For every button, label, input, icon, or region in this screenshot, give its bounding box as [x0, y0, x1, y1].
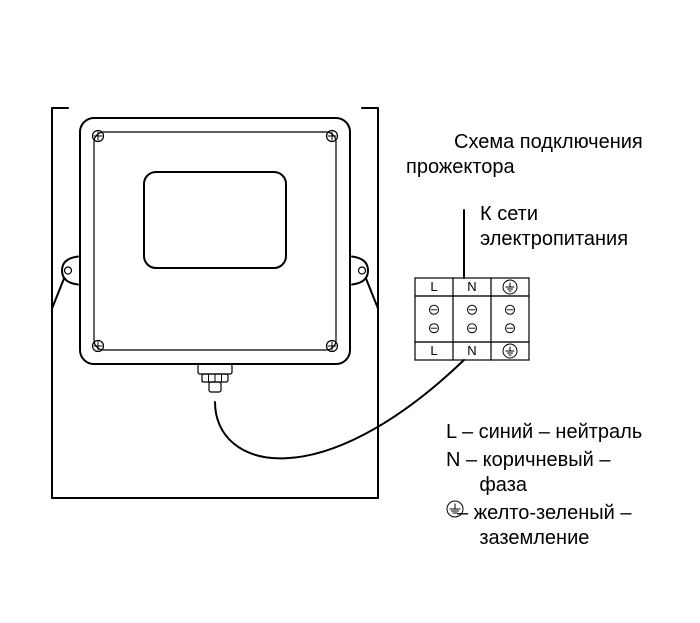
mains-line2: электропитания [480, 227, 628, 252]
diagram-canvas: L N L N Схема подключения прожектора К сети… [0, 0, 700, 623]
legend-G-2: заземление [446, 526, 589, 551]
svg-text:N: N [467, 343, 476, 358]
title-line1: Схема подключения [454, 130, 643, 155]
mains-line1: К сети [480, 202, 538, 227]
legend-G-1: – желто-зеленый – [446, 501, 632, 526]
legend-N-2: фаза [446, 473, 527, 498]
wiring-svg: L N L N [0, 0, 700, 623]
legend-N-1: N – коричневый – [446, 448, 611, 473]
legend-L: L – синий – нейтраль [446, 420, 642, 445]
svg-text:N: N [467, 279, 476, 294]
svg-text:L: L [430, 279, 437, 294]
svg-text:L: L [430, 343, 437, 358]
title-line2: прожектора [406, 155, 515, 180]
